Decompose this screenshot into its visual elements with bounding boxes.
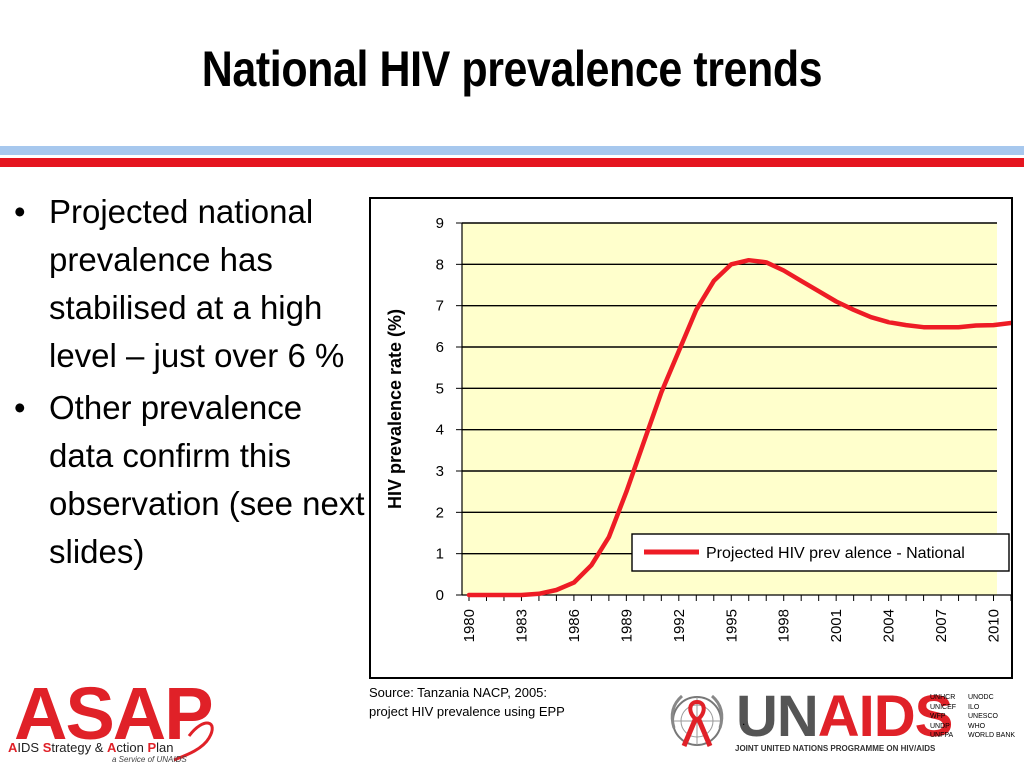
bullet-text: Other prevalence data confirm this obser… — [49, 389, 365, 570]
cosponsor-list: UNODC ILO UNESCO WHO WORLD BANK — [968, 694, 1016, 739]
x-tick-label: 2010 — [986, 609, 1003, 642]
header-divider-red — [0, 158, 1024, 167]
unaids-logo: UNAIDS — [736, 684, 953, 749]
bullet-item: • Other prevalence data confirm this obse… — [14, 384, 374, 576]
y-tick-label: 8 — [436, 256, 444, 273]
legend-label: Projected HIV prev alence - National — [706, 545, 965, 562]
y-tick-label: 2 — [436, 504, 444, 521]
x-tick-label: 1980 — [461, 609, 478, 642]
source-note: Source: Tanzania NACP, 2005: project HIV… — [369, 683, 565, 721]
un-emblem-ribbon-icon — [670, 694, 724, 747]
y-tick-label: 5 — [436, 380, 444, 397]
y-tick-label: 4 — [436, 422, 444, 439]
chart-frame: 0 1 2 3 4 5 6 7 8 9 1980 1983 1986 1989 1992 1995 1998 20… — [369, 197, 1013, 679]
x-tick-label: 1989 — [618, 609, 635, 642]
y-tick-label: 0 — [436, 587, 444, 604]
bullet-symbol: • — [14, 193, 26, 230]
prevalence-chart: 0 1 2 3 4 5 6 7 8 9 1980 1983 1986 1989 1992 1995 1998 20… — [385, 215, 1011, 642]
x-tick-label: 1992 — [671, 609, 688, 642]
plot-area — [462, 223, 997, 595]
unaids-subtitle: JOINT UNITED NATIONS PROGRAMME ON HIV/AI… — [735, 744, 936, 753]
y-tick-label: 7 — [436, 298, 444, 315]
unaids-dot: . — [742, 714, 746, 728]
header-divider-blue — [0, 146, 1024, 155]
x-tick-label: 2007 — [933, 609, 950, 642]
x-tick-label: 1995 — [723, 609, 740, 642]
y-axis-label: HIV prevalence rate (%) — [385, 309, 405, 509]
cosponsor-list: UNHCR UNICEF WFP UNDP UNFPA — [930, 694, 957, 739]
bullet-symbol: • — [14, 389, 26, 426]
bullet-list: • Projected national prevalence has stabi… — [14, 188, 374, 580]
x-tick-label: 1986 — [566, 609, 583, 642]
y-tick-label: 9 — [436, 215, 444, 232]
x-tick-label: 2001 — [828, 609, 845, 642]
slide-title: National HIV prevalence trends — [201, 41, 823, 97]
y-tick-label: 3 — [436, 463, 444, 480]
x-tick-label: 2004 — [881, 609, 898, 642]
asap-subtitle: AIDS Strategy & Action Plan — [8, 740, 174, 755]
asap-logo: ASAP — [14, 672, 214, 755]
x-tick-label: 1983 — [513, 609, 530, 642]
x-tick-label: 1998 — [776, 609, 793, 642]
asap-service-note: a Service of UNAIDS — [112, 755, 187, 764]
y-tick-label: 1 — [436, 546, 444, 563]
y-tick-label: 6 — [436, 339, 444, 356]
source-line: project HIV prevalence using EPP — [369, 704, 565, 719]
source-line: Source: Tanzania NACP, 2005: — [369, 685, 548, 700]
bullet-text: Projected national prevalence has stabil… — [49, 193, 345, 374]
asap-ribbon-icon — [173, 721, 214, 762]
series-line-national — [466, 257, 1011, 598]
bullet-item: • Projected national prevalence has stabi… — [14, 188, 374, 380]
